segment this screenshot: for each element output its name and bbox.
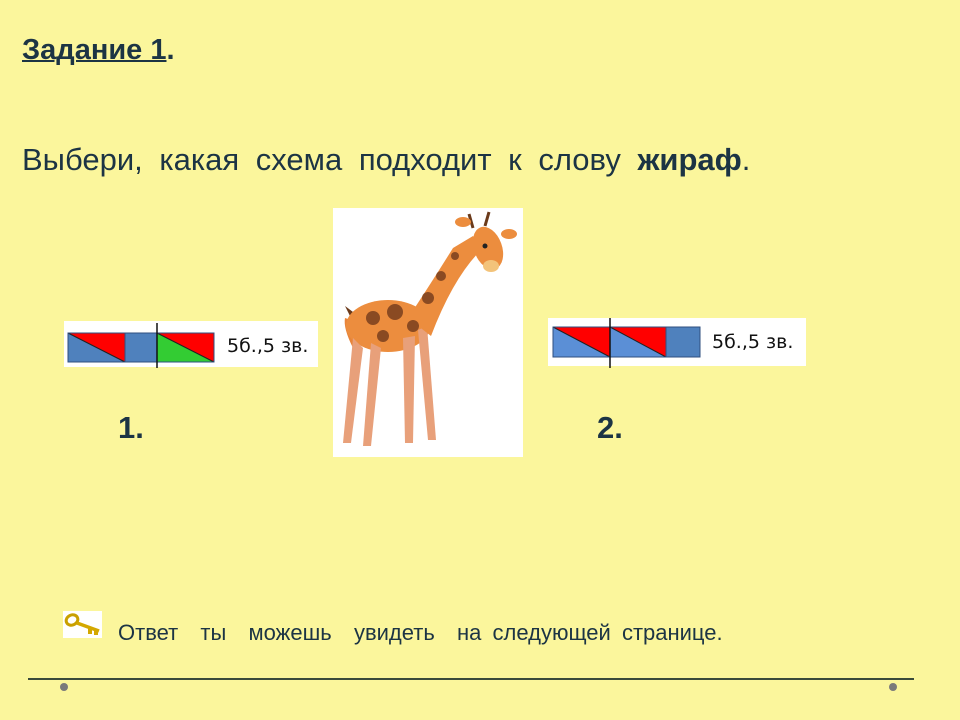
answer-hint-text: Ответ ты можешь увидеть на следующей стр… — [118, 620, 723, 645]
segment-diagonal — [609, 326, 667, 358]
scheme-1-diagram — [67, 323, 215, 368]
footer-dot-left — [60, 683, 68, 691]
scheme-2-diagram — [552, 318, 701, 368]
footer-divider — [28, 678, 914, 680]
scheme-1-number: 1. — [118, 410, 144, 445]
scheme-1[interactable]: 5б.,5 зв. — [64, 321, 318, 368]
segment-blue — [124, 332, 158, 363]
instruction-suffix: . — [741, 142, 751, 177]
scheme-2-number: 2. — [597, 410, 623, 445]
segment-diagonal — [552, 326, 611, 358]
task-title: Задание 1. — [22, 34, 175, 67]
task-title-text: Задание 1 — [22, 34, 167, 66]
segment-green-red — [156, 332, 215, 363]
giraffe-image — [333, 208, 523, 457]
instruction: Выбери, какая схема подходит к слову жир… — [22, 142, 750, 178]
scheme-2-label: 5б.,5 зв. — [712, 331, 794, 353]
segment-blue — [665, 326, 701, 358]
scheme-1-label: 5б.,5 зв. — [227, 335, 309, 357]
key-icon[interactable] — [63, 611, 102, 638]
segment-diagonal — [67, 332, 126, 363]
scheme-2[interactable]: 5б.,5 зв. — [548, 318, 806, 368]
instruction-word: жираф — [637, 142, 742, 177]
task-title-suffix: . — [166, 34, 175, 66]
footer-dot-right — [889, 683, 897, 691]
instruction-text: Выбери, какая схема подходит к слову — [22, 142, 638, 177]
